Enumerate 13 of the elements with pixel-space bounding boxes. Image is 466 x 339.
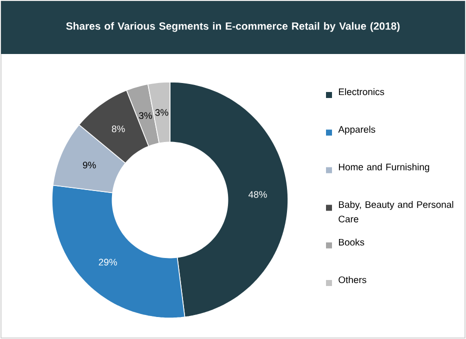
legend-label: Apparels — [338, 126, 376, 135]
data-label: 8% — [112, 126, 125, 132]
data-label: 3% — [139, 112, 152, 119]
data-label: 48% — [248, 191, 267, 198]
legend-label: Baby, Beauty and Personal Care — [338, 201, 454, 222]
data-label: 9% — [82, 162, 96, 168]
legend-label: Home and Furnishing — [338, 163, 430, 172]
data-label: 3% — [155, 109, 168, 116]
chart-title: Shares of Various Segments in E-commerce Retail by Value (2018) — [66, 22, 400, 32]
legend-label: Books — [338, 238, 364, 246]
legend-label: Electronics — [338, 88, 384, 96]
data-label: 29% — [98, 258, 117, 266]
legend-label: Others — [338, 276, 366, 284]
